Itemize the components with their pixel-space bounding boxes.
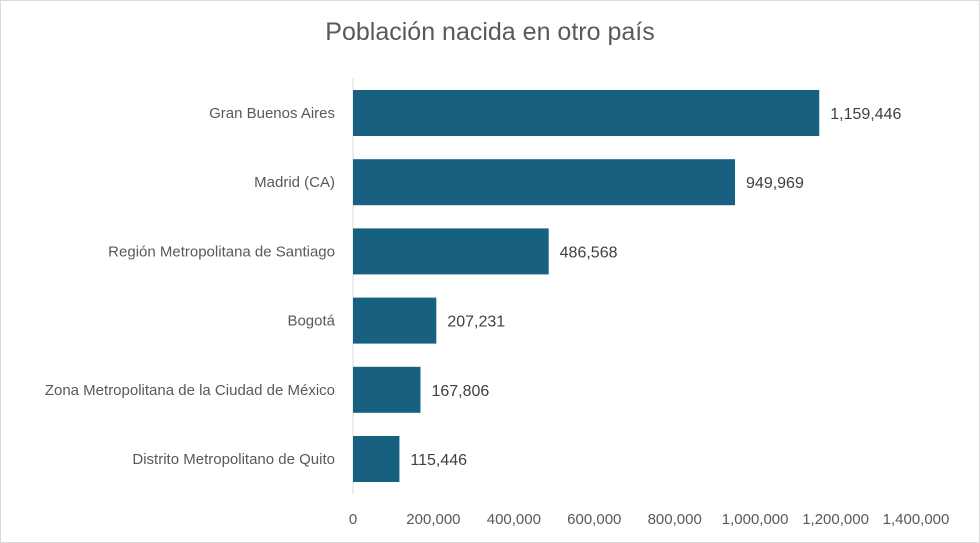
category-label: Gran Buenos Aires bbox=[209, 105, 335, 122]
x-tick-label: 200,000 bbox=[406, 511, 460, 528]
x-tick-label: 1,400,000 bbox=[883, 511, 950, 528]
bar bbox=[353, 228, 549, 275]
bar bbox=[353, 159, 736, 206]
x-tick-label: 0 bbox=[349, 511, 357, 528]
category-label: Distrito Metropolitano de Quito bbox=[132, 451, 335, 468]
data-label: 167,806 bbox=[431, 383, 489, 400]
bar bbox=[353, 297, 437, 344]
category-label: Madrid (CA) bbox=[254, 174, 335, 191]
category-label: Región Metropolitana de Santiago bbox=[108, 243, 335, 260]
data-label: 949,969 bbox=[746, 175, 804, 192]
data-label: 207,231 bbox=[447, 314, 505, 331]
x-tick-label: 1,200,000 bbox=[802, 511, 869, 528]
bar bbox=[353, 90, 820, 136]
x-tick-label: 600,000 bbox=[567, 511, 621, 528]
data-label: 486,568 bbox=[560, 244, 618, 261]
category-label: Zona Metropolitana de la Ciudad de Méxic… bbox=[45, 382, 335, 399]
bar bbox=[353, 366, 421, 413]
x-tick-label: 1,000,000 bbox=[722, 511, 789, 528]
x-tick-label: 400,000 bbox=[487, 511, 541, 528]
chart-title: Población nacida en otro país bbox=[325, 18, 655, 46]
bar bbox=[353, 436, 400, 482]
data-label: 115,446 bbox=[410, 452, 467, 469]
category-label: Bogotá bbox=[287, 313, 335, 330]
x-tick-label: 800,000 bbox=[648, 511, 702, 528]
data-label: 1,159,446 bbox=[830, 106, 901, 123]
